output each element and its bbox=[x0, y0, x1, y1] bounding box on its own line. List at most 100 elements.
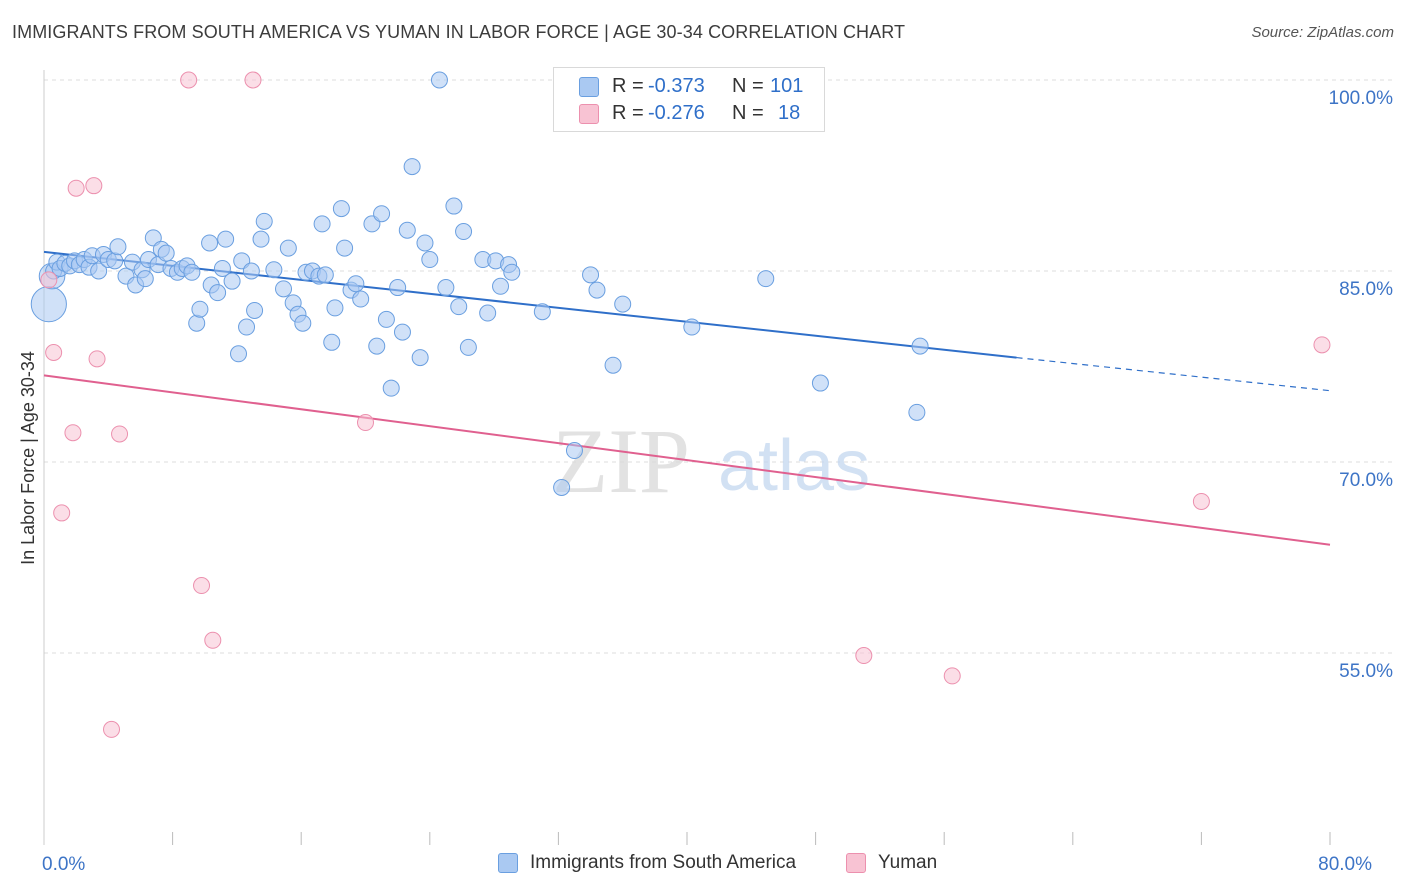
r-value: -0.276 bbox=[648, 102, 705, 124]
axis-layer bbox=[43, 70, 1331, 845]
data-point-south-america bbox=[421, 251, 439, 269]
data-point-south-america bbox=[209, 284, 227, 302]
stats-row-south-america: R = -0.373 N = 101 bbox=[554, 73, 824, 101]
data-point-yuman bbox=[88, 350, 106, 368]
data-point-south-america bbox=[683, 318, 701, 336]
data-point-south-america bbox=[332, 200, 350, 218]
data-point-yuman bbox=[855, 647, 873, 665]
data-point-yuman bbox=[193, 577, 211, 595]
data-point-yuman bbox=[244, 71, 262, 89]
data-point-yuman bbox=[1192, 492, 1210, 510]
data-point-south-america bbox=[246, 301, 264, 319]
data-point-yuman bbox=[64, 424, 82, 442]
data-point-yuman bbox=[53, 504, 71, 522]
stats-row-yuman: R = -0.276 N = 18 bbox=[554, 100, 824, 128]
data-point-south-america bbox=[136, 270, 154, 288]
data-point-south-america bbox=[389, 279, 407, 297]
data-point-south-america bbox=[183, 263, 201, 281]
y-axis-title: In Labor Force | Age 30-34 bbox=[18, 351, 38, 565]
y-tick-label: 85.0% bbox=[1339, 279, 1393, 300]
data-point-south-america bbox=[459, 338, 477, 356]
data-point-yuman bbox=[180, 71, 198, 89]
data-point-yuman bbox=[85, 177, 103, 195]
south-america-swatch bbox=[579, 77, 599, 97]
data-point-south-america bbox=[398, 221, 416, 239]
data-point-yuman bbox=[943, 667, 961, 685]
yuman-swatch bbox=[846, 853, 866, 873]
data-point-south-america bbox=[326, 299, 344, 317]
y-tick-label: 100.0% bbox=[1329, 88, 1394, 109]
data-point-south-america bbox=[352, 290, 370, 308]
data-point-south-america bbox=[614, 295, 632, 313]
data-point-south-america bbox=[533, 303, 551, 321]
data-point-yuman bbox=[67, 179, 85, 197]
data-point-south-america bbox=[323, 333, 341, 351]
label-layer: 100.0% 85.0% 70.0% 55.0% 0.0% 80.0% In Labor F… bbox=[18, 88, 1393, 875]
legend-label: Immigrants from South America bbox=[530, 852, 797, 873]
data-point-south-america bbox=[336, 239, 354, 257]
data-point-south-america bbox=[201, 234, 219, 252]
data-point-south-america bbox=[377, 310, 395, 328]
data-point-south-america bbox=[316, 266, 334, 284]
data-point-south-america bbox=[294, 314, 312, 332]
data-point-south-america bbox=[90, 262, 108, 280]
data-point-south-america bbox=[503, 263, 521, 281]
data-point-south-america bbox=[437, 279, 455, 297]
data-point-south-america bbox=[430, 71, 448, 89]
data-point-south-america bbox=[313, 215, 331, 233]
data-point-yuman bbox=[45, 343, 63, 361]
y-tick-label: 55.0% bbox=[1339, 661, 1393, 682]
n-label: N = bbox=[732, 102, 764, 124]
data-point-south-america bbox=[565, 442, 583, 460]
data-point-south-america bbox=[368, 337, 386, 355]
trend-line-south-america-extension bbox=[1016, 356, 1331, 392]
data-point-south-america bbox=[393, 323, 411, 341]
r-value: -0.373 bbox=[648, 75, 705, 97]
chart-legend: Immigrants from South America Yuman bbox=[0, 850, 1406, 880]
data-point-south-america bbox=[347, 275, 365, 293]
n-value: 101 bbox=[770, 75, 804, 97]
data-point-south-america bbox=[157, 244, 175, 262]
n-value: 18 bbox=[778, 102, 801, 124]
data-point-south-america bbox=[411, 349, 429, 367]
data-point-south-america bbox=[450, 298, 468, 316]
data-point-south-america bbox=[382, 379, 400, 397]
x-tick-label: 0.0% bbox=[42, 854, 85, 875]
data-point-south-america bbox=[217, 230, 235, 248]
data-point-south-america bbox=[908, 403, 926, 421]
trend-layer bbox=[43, 250, 1331, 546]
data-point-south-america bbox=[403, 158, 421, 176]
data-point-south-america bbox=[255, 212, 273, 230]
trend-line-yuman bbox=[43, 374, 1331, 546]
data-point-south-america bbox=[238, 318, 256, 336]
x-tick-label: 80.0% bbox=[1318, 854, 1372, 875]
data-point-yuman bbox=[103, 720, 121, 738]
data-point-south-america bbox=[242, 262, 260, 280]
data-point-south-america bbox=[275, 280, 293, 298]
yuman-swatch bbox=[579, 104, 599, 124]
data-point-south-america bbox=[553, 478, 571, 496]
data-point-south-america bbox=[230, 345, 248, 363]
data-point-south-america bbox=[582, 266, 600, 284]
n-label: N = bbox=[732, 75, 764, 97]
data-point-south-america bbox=[757, 270, 775, 288]
grid-layer bbox=[44, 79, 1395, 654]
data-point-south-america bbox=[30, 286, 67, 323]
data-point-south-america bbox=[213, 259, 231, 277]
data-point-south-america bbox=[265, 261, 283, 279]
data-point-yuman bbox=[357, 414, 374, 432]
data-point-south-america bbox=[604, 356, 622, 374]
y-tick-label: 70.0% bbox=[1339, 470, 1393, 491]
data-point-south-america bbox=[191, 300, 209, 318]
data-point-south-america bbox=[106, 252, 124, 270]
data-point-yuman bbox=[1313, 336, 1331, 354]
data-point-yuman bbox=[40, 271, 58, 289]
source-credit: Source: ZipAtlas.com bbox=[1251, 24, 1394, 41]
data-point-south-america bbox=[479, 304, 497, 322]
south-america-swatch bbox=[498, 853, 518, 873]
watermark-atlas: atlas bbox=[718, 426, 870, 506]
correlation-stats-box: R = -0.373 N = 101 R = -0.276 N = 18 bbox=[553, 67, 825, 132]
data-point-south-america bbox=[445, 197, 463, 215]
r-label: R = bbox=[612, 102, 644, 124]
